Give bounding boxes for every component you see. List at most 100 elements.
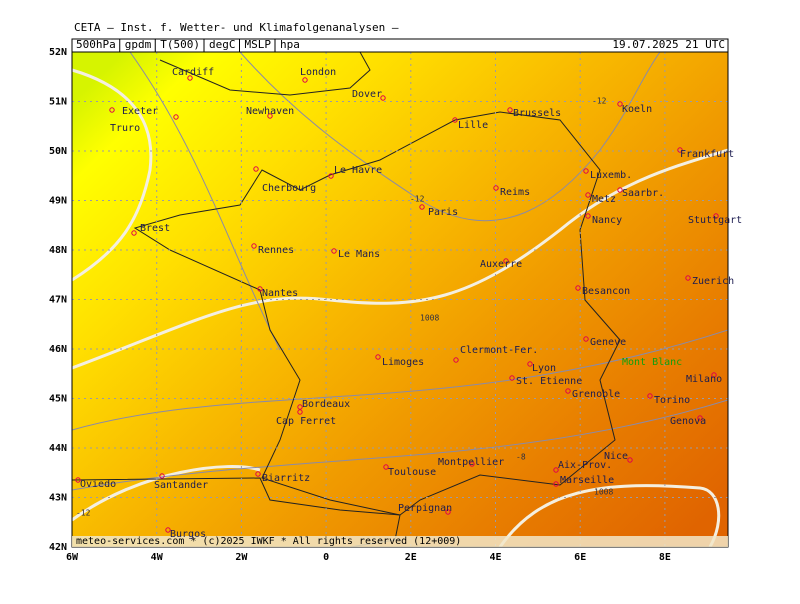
city-label: Lyon	[532, 363, 556, 374]
city-marker	[253, 166, 259, 172]
city-label: Biarritz	[262, 473, 310, 484]
city-marker	[647, 393, 653, 399]
city-label: Stuttgart	[688, 215, 742, 226]
city-marker	[331, 248, 337, 254]
city-label: Nancy	[592, 215, 622, 226]
lon-label: 4W	[151, 552, 164, 563]
city-marker	[711, 372, 717, 378]
header-title: CETA – Inst. f. Wetter- und Klimafolgena…	[74, 21, 399, 34]
city-label: Luxemb.	[590, 170, 632, 181]
city-marker	[565, 388, 571, 394]
city-marker	[165, 527, 171, 533]
city-label: Le Mans	[338, 249, 380, 260]
header-field: gpdm	[125, 38, 152, 51]
city-marker	[109, 107, 115, 113]
contour-label: -12	[410, 195, 425, 204]
city-marker	[685, 275, 691, 281]
lon-label: 6W	[66, 552, 79, 563]
city-marker	[507, 107, 513, 113]
header-field: degC	[209, 38, 236, 51]
city-label: Zuerich	[692, 276, 734, 287]
city-marker	[187, 75, 193, 81]
city-marker	[627, 457, 633, 463]
footer: meteo-services.com * (c)2025 IWKF * All …	[76, 536, 461, 547]
city-label: Metz	[592, 194, 616, 205]
city-marker	[452, 117, 458, 123]
city-label: Auxerre	[480, 259, 522, 270]
city-marker	[75, 477, 81, 483]
lat-label: 49N	[49, 196, 67, 207]
lat-label: 46N	[49, 344, 67, 355]
city-label: Perpignan	[398, 503, 452, 514]
city-marker	[697, 415, 703, 421]
city-label: Frankfurt	[680, 149, 734, 160]
city-marker	[527, 361, 533, 367]
city-label: St. Etienne	[516, 376, 582, 387]
city-marker	[257, 286, 263, 292]
city-label: Santander	[154, 480, 208, 491]
city-label: Brest	[140, 223, 170, 234]
lon-label: 8E	[659, 552, 671, 563]
city-marker	[297, 409, 303, 415]
contour-label: -12	[592, 97, 607, 106]
city-label: Reims	[500, 187, 530, 198]
city-marker	[380, 95, 386, 101]
city-marker	[509, 375, 515, 381]
city-marker	[493, 185, 499, 191]
city-label: Besancon	[582, 286, 630, 297]
city-marker	[677, 147, 683, 153]
city-label: Milano	[686, 374, 722, 385]
city-label: Paris	[428, 207, 458, 218]
header-field: MSLP	[245, 38, 272, 51]
city-marker	[583, 336, 589, 342]
city-marker	[503, 258, 509, 264]
city-marker	[131, 230, 137, 236]
city-label: Torino	[654, 395, 690, 406]
city-marker	[159, 473, 165, 479]
city-marker	[575, 285, 581, 291]
city-marker	[553, 467, 559, 473]
city-label: Brussels	[513, 108, 561, 119]
lon-label: 6E	[574, 552, 586, 563]
contour-label: -12	[76, 509, 91, 518]
lat-label: 50N	[49, 146, 67, 157]
lat-label: 47N	[49, 295, 67, 306]
city-label: Limoges	[382, 357, 424, 368]
city-label: Geneve	[590, 337, 626, 348]
city-marker	[585, 213, 591, 219]
lat-label: 52N	[49, 47, 67, 58]
city-marker	[173, 114, 179, 120]
header-bar	[71, 38, 729, 53]
city-label: Grenoble	[572, 389, 620, 400]
city-label: Aix-Prov.	[558, 460, 612, 471]
city-label: London	[300, 67, 336, 78]
city-marker	[445, 509, 451, 515]
lat-label: 45N	[49, 394, 67, 405]
city-marker	[617, 101, 623, 107]
city-marker	[469, 461, 475, 467]
city-marker	[419, 204, 425, 210]
city-label: Nantes	[262, 288, 298, 299]
lat-label: 44N	[49, 443, 67, 454]
contour-label: 1008	[420, 314, 439, 323]
header-field: 500hPa	[76, 38, 116, 51]
city-label: Clermont-Fer.	[460, 345, 538, 356]
city-marker	[713, 213, 719, 219]
city-label: Toulouse	[388, 467, 436, 478]
city-label: Nice	[604, 451, 628, 462]
city-label: Dover	[352, 89, 382, 100]
city-label: Cherbourg	[262, 183, 316, 194]
city-label: Genova	[670, 416, 706, 427]
city-marker	[255, 471, 261, 477]
city-marker	[251, 243, 257, 249]
city-label: Oviedo	[80, 479, 116, 490]
lat-label: 48N	[49, 245, 67, 256]
city-marker	[453, 357, 459, 363]
valid-time: 19.07.2025 21 UTC	[612, 38, 725, 51]
city-marker	[267, 113, 273, 119]
city-label: Cap Ferret	[276, 416, 336, 427]
city-label: Burgos	[170, 529, 206, 540]
lon-label: 0	[323, 552, 329, 563]
city-marker	[302, 77, 308, 83]
